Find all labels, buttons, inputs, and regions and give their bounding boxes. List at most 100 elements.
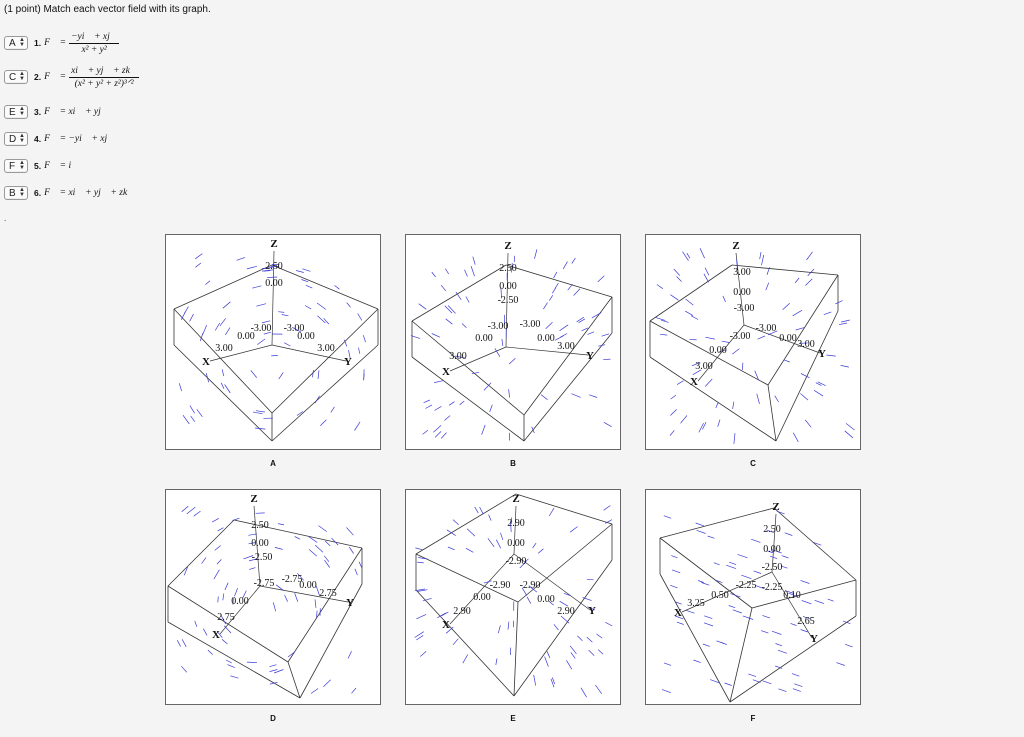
field-arrow — [217, 596, 219, 603]
field-arrow — [601, 333, 610, 337]
z-tick-label: 2.50 — [499, 263, 517, 274]
y-axis-line — [743, 324, 821, 354]
floor-tick-label: 0.00 — [537, 594, 555, 605]
field-arrow — [507, 621, 510, 630]
y-axis-line — [513, 553, 591, 611]
box-edge — [513, 559, 613, 697]
question-row: E ▲ ▼ 3. F⃗ = xi⃗ + yj⃗ — [4, 104, 108, 120]
floor-tick-label: -2.90 — [520, 580, 541, 591]
answer-select[interactable]: A ▲ ▼ — [4, 36, 28, 50]
field-arrow — [495, 658, 498, 665]
field-arrow — [446, 529, 456, 536]
answer-select[interactable]: D ▲ ▼ — [4, 132, 28, 146]
box-edge — [731, 264, 839, 276]
z-axis-label: Z — [250, 493, 257, 505]
box-edge — [515, 493, 613, 525]
field-arrow — [756, 393, 760, 404]
field-arrow — [722, 295, 726, 303]
field-arrow — [766, 550, 774, 554]
field-arrow — [440, 284, 446, 292]
vector-field-plot: ZX Y2.500.00-3.00 -3.000.00 0.003.00 3.00 — [173, 238, 379, 442]
box-edge — [659, 507, 775, 539]
field-arrow — [680, 415, 688, 424]
field-arrow — [330, 406, 335, 413]
field-arrow — [671, 555, 678, 559]
field-arrow — [605, 621, 613, 627]
answer-select[interactable]: E ▲ ▼ — [4, 105, 28, 119]
field-arrow — [234, 587, 238, 597]
answer-select-value: B — [9, 187, 16, 199]
field-arrow — [717, 419, 721, 427]
field-arrow — [508, 389, 510, 398]
field-arrow — [591, 312, 602, 319]
field-arrow — [701, 582, 710, 586]
box-edge — [299, 583, 363, 699]
field-arrow — [823, 311, 832, 316]
field-arrow — [431, 333, 441, 338]
field-arrow — [531, 426, 535, 434]
formula-denominator: (x² + y² + z²)³ᐟ² — [74, 78, 134, 89]
field-arrow — [774, 395, 779, 403]
field-arrow — [414, 588, 426, 592]
floor-tick-label: 3.00 — [797, 339, 815, 350]
field-arrow — [748, 673, 757, 677]
answer-select[interactable]: B ▲ ▼ — [4, 186, 28, 200]
field-arrow — [434, 406, 442, 411]
field-arrow — [216, 559, 222, 565]
field-arrow — [656, 284, 664, 289]
field-arrow — [462, 654, 469, 664]
box-edge — [415, 493, 517, 555]
z-tick-label: 2.50 — [251, 520, 269, 531]
formula-lhs: F⃗ = xi⃗ + yj⃗ — [44, 107, 109, 117]
floor-tick-label: -3.00 — [730, 331, 751, 342]
box-edge — [523, 332, 613, 442]
field-arrow — [827, 598, 834, 602]
floor-tick-label: 3.00 — [695, 361, 713, 372]
field-arrow — [278, 372, 284, 380]
field-arrow — [437, 612, 447, 619]
field-arrow — [845, 643, 853, 648]
field-arrow — [248, 533, 257, 536]
graph-caption: E — [510, 714, 516, 723]
box-edge — [729, 607, 753, 703]
field-arrow — [578, 318, 586, 323]
field-arrow — [213, 569, 220, 580]
x-axis-line — [209, 344, 273, 362]
field-arrow — [459, 400, 465, 406]
z-axis-label: Z — [732, 240, 739, 252]
field-arrow — [195, 262, 202, 268]
field-arrow — [315, 585, 320, 596]
field-arrow — [762, 680, 772, 685]
field-arrow — [841, 319, 850, 323]
field-arrow — [261, 320, 271, 324]
field-arrow — [566, 660, 573, 670]
floor-tick-label: 3.25 — [687, 598, 705, 609]
graph-caption: A — [270, 459, 276, 468]
field-arrow — [205, 280, 211, 285]
field-arrow — [562, 261, 568, 270]
field-arrow — [414, 631, 424, 638]
field-arrow — [598, 344, 606, 347]
field-arrow — [202, 628, 208, 636]
vector-field-formula: F⃗ = xi⃗ + yj⃗ + zk⃗ (x² + y² + z²)³ᐟ² — [44, 66, 140, 89]
floor-tick-label: 0.00 — [473, 592, 491, 603]
field-arrow — [838, 322, 848, 326]
vector-field-formula: F⃗ = xi⃗ + yj⃗ — [44, 107, 108, 117]
box-edge — [773, 507, 857, 581]
field-arrow — [212, 517, 219, 523]
field-arrow — [692, 369, 702, 376]
answer-select[interactable]: F ▲ ▼ — [4, 159, 28, 173]
field-arrow — [445, 268, 449, 275]
formula-lhs: F⃗ = — [44, 38, 67, 48]
field-arrow — [675, 615, 684, 620]
y-axis-line — [259, 585, 349, 603]
field-arrow — [567, 283, 573, 291]
field-arrow — [250, 370, 257, 378]
field-arrow — [759, 252, 762, 260]
question-number: 6. — [34, 188, 42, 198]
field-arrow — [581, 327, 588, 332]
answer-select[interactable]: C ▲ ▼ — [4, 70, 28, 84]
field-arrow — [559, 324, 569, 331]
field-arrow — [302, 268, 311, 272]
